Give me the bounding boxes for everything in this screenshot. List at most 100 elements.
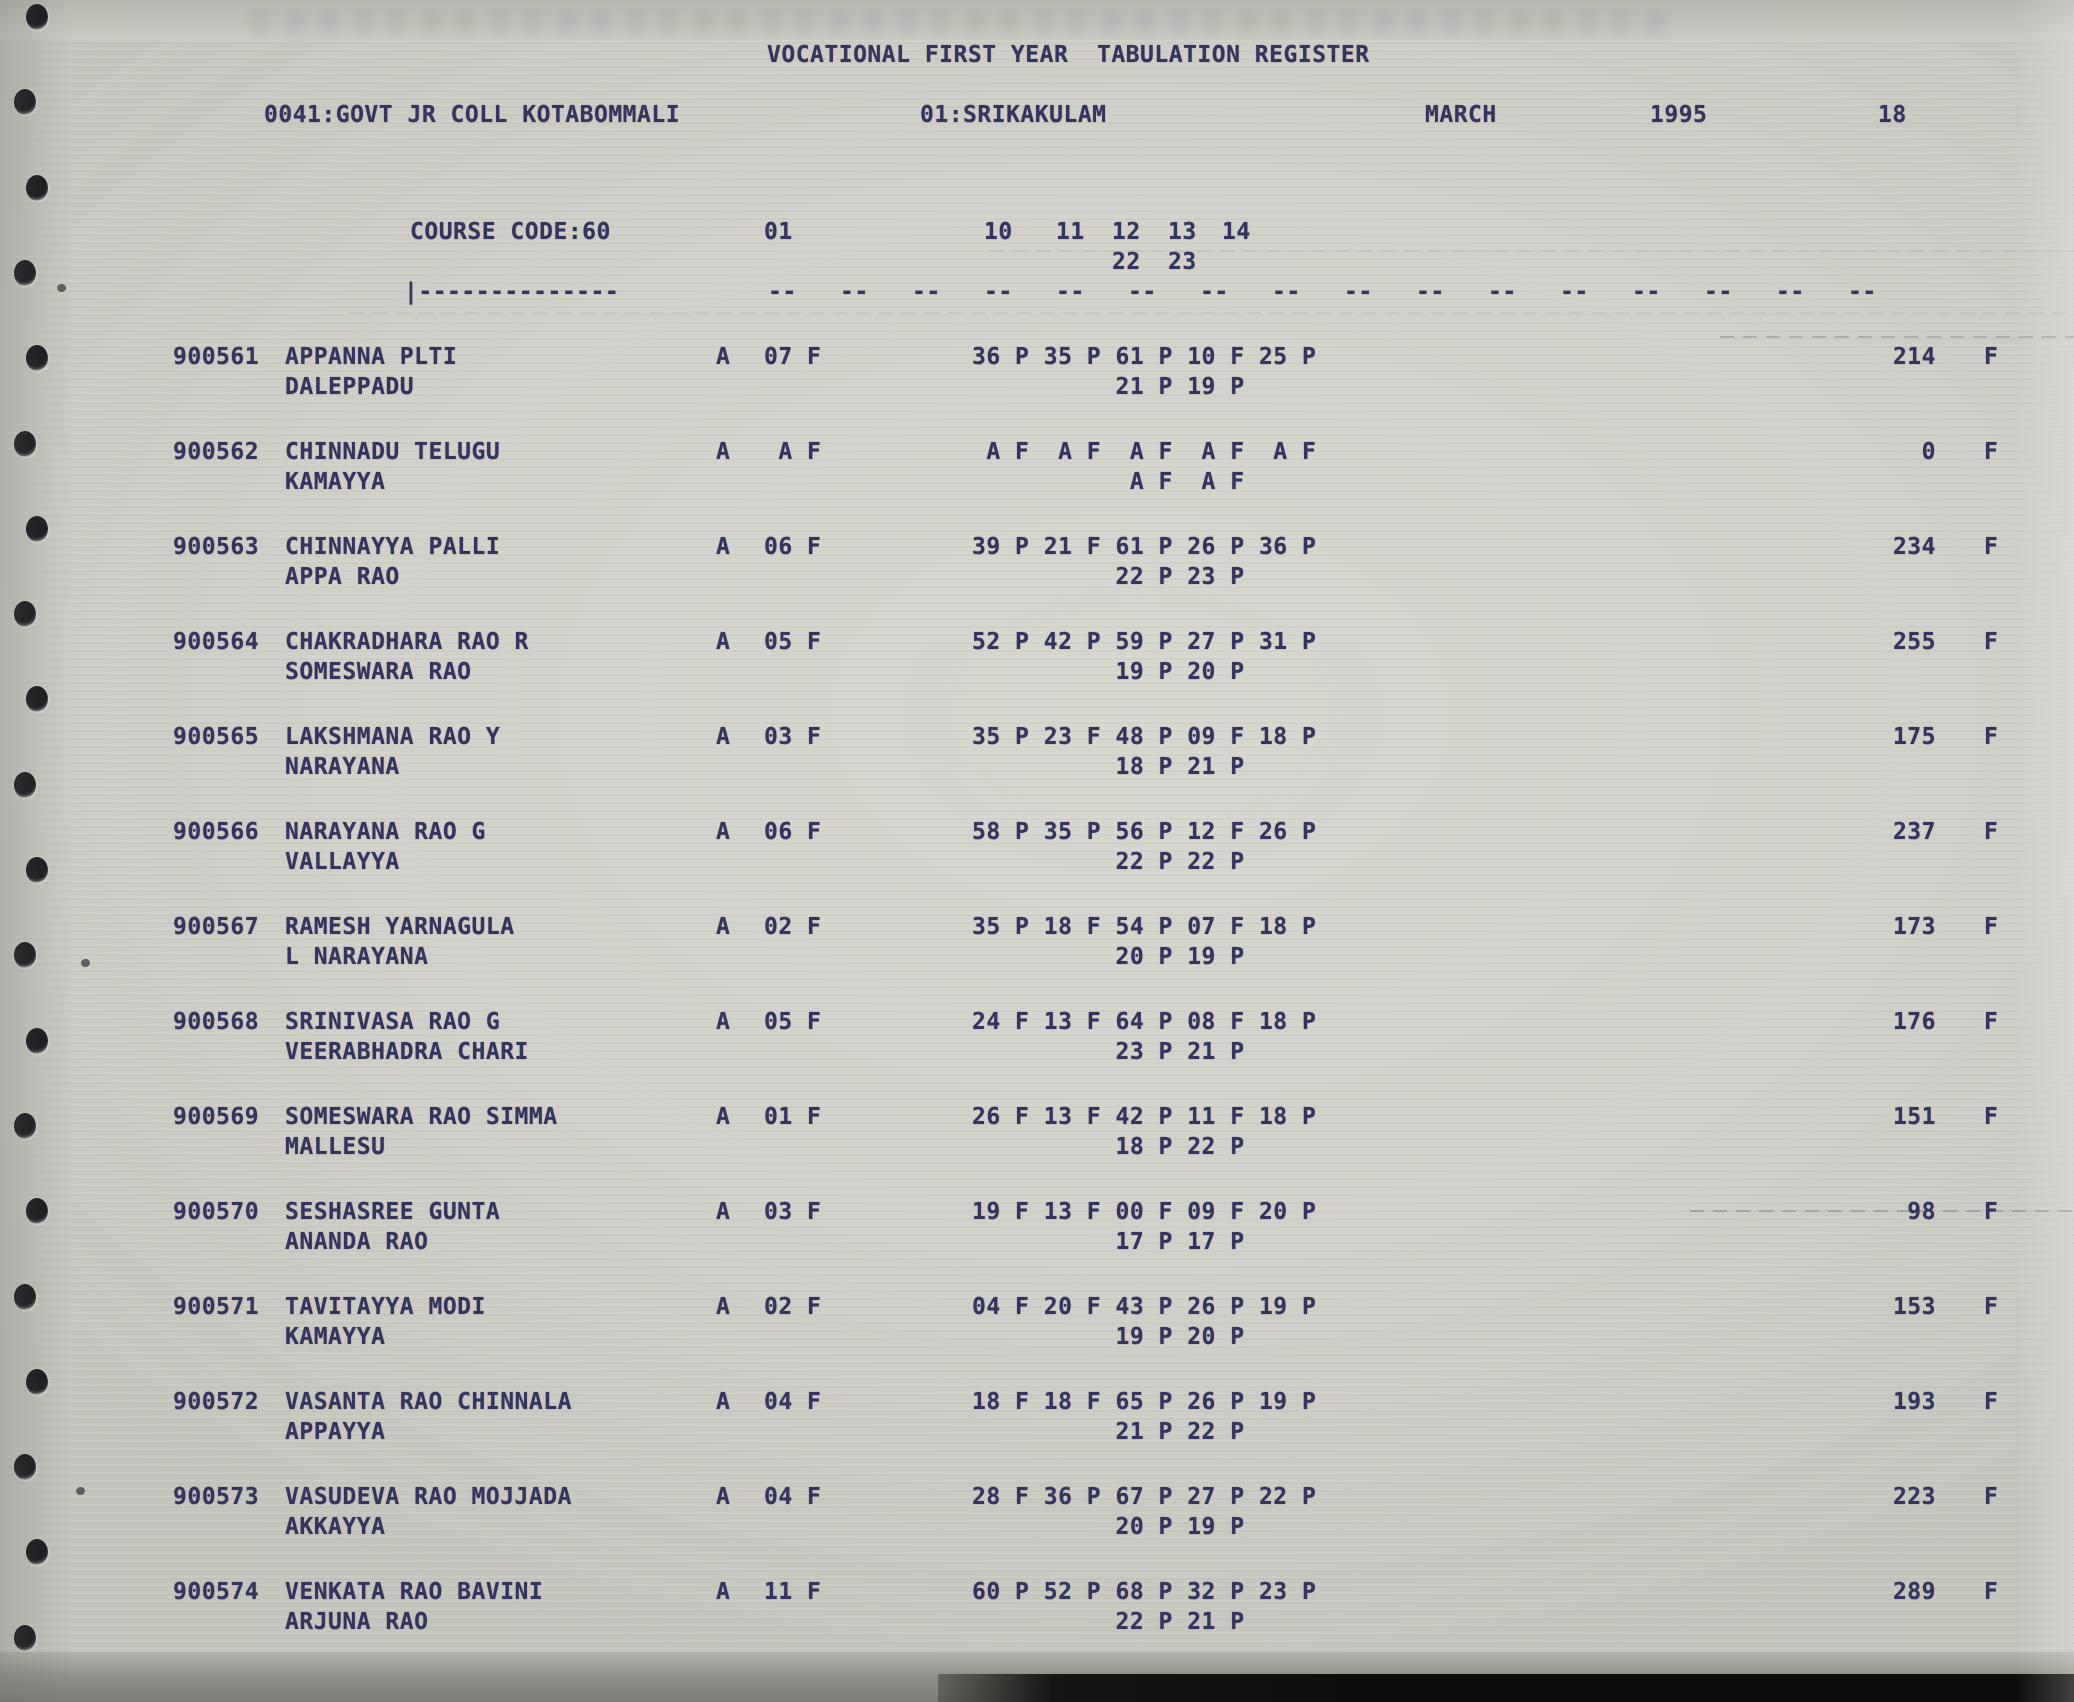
paper01-marks: 04 F — [764, 1484, 822, 1510]
page-title: VOCATIONAL FIRST YEAR TABULATION REGISTE… — [767, 42, 1370, 68]
attendance-flag: A — [716, 344, 731, 370]
subject-marks-line2: 18 P 22 P — [972, 1134, 1245, 1160]
exam-year: 1995 — [1650, 102, 1708, 128]
separator-left: |-------------- — [404, 279, 620, 305]
paper01-marks: 05 F — [764, 629, 822, 655]
registration-number: 900564 — [173, 629, 260, 655]
subject-marks-line2: 21 P 19 P — [972, 374, 1245, 400]
subject-marks-line2: 23 P 21 P — [972, 1039, 1245, 1065]
paper01-marks: 02 F — [764, 1294, 822, 1320]
student-name: VASUDEVA RAO MOJJADA — [285, 1484, 572, 1510]
subject-marks-line2: 22 P 22 P — [972, 849, 1245, 875]
total-marks: 98 — [1907, 1199, 1936, 1225]
overall-result: F — [1984, 1104, 1999, 1130]
student-name: SOMESWARA RAO SIMMA — [285, 1104, 558, 1130]
punch-hole — [26, 686, 48, 713]
attendance-flag: A — [716, 1389, 731, 1415]
punch-hole — [26, 174, 48, 201]
separator-dash: -- — [912, 279, 941, 305]
attendance-flag: A — [716, 1199, 731, 1225]
guardian-name: ARJUNA RAO — [285, 1609, 429, 1635]
guardian-name: VALLAYYA — [285, 849, 400, 875]
student-name: LAKSHMANA RAO Y — [285, 724, 501, 750]
separator-dash: -- — [1416, 279, 1445, 305]
overall-result: F — [1984, 1389, 1999, 1415]
guardian-name: VEERABHADRA CHARI — [285, 1039, 529, 1065]
overall-result: F — [1984, 629, 1999, 655]
ink-speck — [81, 959, 90, 967]
student-name: NARAYANA RAO G — [285, 819, 486, 845]
paper01-marks: 07 F — [764, 344, 822, 370]
attendance-flag: A — [716, 534, 731, 560]
overall-result: F — [1984, 1199, 1999, 1225]
subject-code-header: 11 — [1056, 219, 1085, 245]
registration-number: 900562 — [173, 439, 260, 465]
subject-marks-line2: 21 P 22 P — [972, 1419, 1245, 1445]
student-name: TAVITAYYA MODI — [285, 1294, 486, 1320]
subject-marks-line1: 39 P 21 F 61 P 26 P 36 P — [972, 534, 1317, 560]
guardian-name: NARAYANA — [285, 754, 400, 780]
total-marks: 237 — [1892, 819, 1936, 845]
overall-result: F — [1984, 439, 1999, 465]
subject-marks-line1: 58 P 35 P 56 P 12 F 26 P — [972, 819, 1317, 845]
page-top-ghost-band — [0, 0, 2074, 40]
punch-hole — [26, 4, 48, 30]
subject-marks-line1: 35 P 18 F 54 P 07 F 18 P — [972, 914, 1317, 940]
subject-marks-line2: 20 P 19 P — [972, 1514, 1245, 1540]
paper01-marks: 05 F — [764, 1009, 822, 1035]
punch-hole — [14, 942, 36, 969]
attendance-flag: A — [716, 1104, 731, 1130]
attendance-flag: A — [716, 629, 731, 655]
guardian-name: AKKAYYA — [285, 1514, 386, 1540]
registration-number: 900561 — [173, 344, 260, 370]
subject-code-header: 14 — [1222, 219, 1251, 245]
subject-code-header: 23 — [1168, 249, 1197, 275]
subject-marks-line2: 18 P 21 P — [972, 754, 1245, 780]
paper01-marks: 11 F — [764, 1579, 822, 1605]
course-code-label: COURSE CODE:60 — [410, 219, 611, 245]
registration-number: 900565 — [173, 724, 260, 750]
subject-marks-line2: A F A F — [972, 469, 1245, 495]
guardian-name: APPA RAO — [285, 564, 400, 590]
subject-marks-line2: 22 P 21 P — [972, 1609, 1245, 1635]
total-marks: 176 — [1892, 1009, 1936, 1035]
separator-dash: -- — [1056, 279, 1085, 305]
registration-number: 900569 — [173, 1104, 260, 1130]
student-name: RAMESH YARNAGULA — [285, 914, 515, 940]
ghost-showthrough-text — [250, 12, 1670, 32]
guardian-name: DALEPPADU — [285, 374, 415, 400]
overall-result: F — [1984, 724, 1999, 750]
total-marks: 214 — [1892, 344, 1936, 370]
separator-dash: -- — [1560, 279, 1589, 305]
attendance-flag: A — [716, 724, 731, 750]
student-name: VENKATA RAO BAVINI — [285, 1579, 544, 1605]
guardian-name: ANANDA RAO — [285, 1229, 429, 1255]
registration-number: 900571 — [173, 1294, 260, 1320]
subject-marks-line2: 19 P 20 P — [972, 659, 1245, 685]
overall-result: F — [1984, 1294, 1999, 1320]
overall-result: F — [1984, 1009, 1999, 1035]
ink-speck — [76, 1487, 85, 1495]
registration-number: 900563 — [173, 534, 260, 560]
punch-hole — [14, 1283, 36, 1310]
registration-number: 900567 — [173, 914, 260, 940]
subject-marks-line1: 35 P 23 F 48 P 09 F 18 P — [972, 724, 1317, 750]
separator-dash: -- — [768, 279, 797, 305]
overall-result: F — [1984, 819, 1999, 845]
paper01-marks: 01 F — [764, 1104, 822, 1130]
guardian-name: KAMAYYA — [285, 469, 386, 495]
punch-hole — [26, 515, 48, 542]
subject-marks-line2: 20 P 19 P — [972, 944, 1245, 970]
paper01-marks: 06 F — [764, 534, 822, 560]
guardian-name: APPAYYA — [285, 1419, 386, 1445]
column-header-paper01: 01 — [764, 219, 793, 245]
subject-marks-line2: 19 P 20 P — [972, 1324, 1245, 1350]
attendance-flag: A — [716, 1484, 731, 1510]
subject-marks-line1: 60 P 52 P 68 P 32 P 23 P — [972, 1579, 1317, 1605]
total-marks: 234 — [1892, 534, 1936, 560]
punch-hole — [26, 1198, 48, 1225]
attendance-flag: A — [716, 1579, 731, 1605]
separator-dash: -- — [1200, 279, 1229, 305]
subject-marks-line1: 28 F 36 P 67 P 27 P 22 P — [972, 1484, 1317, 1510]
